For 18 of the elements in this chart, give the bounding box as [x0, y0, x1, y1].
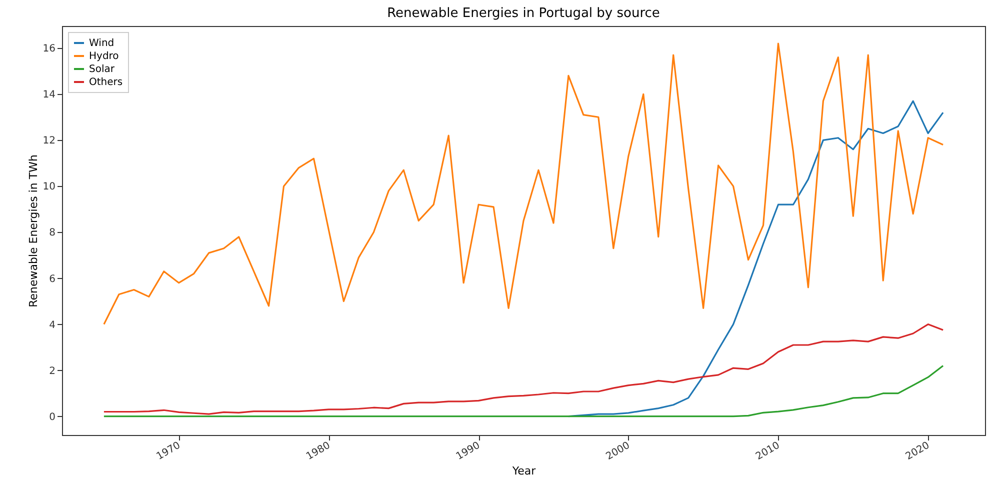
line-series: [103, 323, 944, 415]
legend-label: Wind: [89, 38, 114, 49]
y-tick-label: 2: [49, 366, 56, 377]
legend-label: Hydro: [89, 51, 119, 62]
legend-label: Others: [89, 77, 123, 88]
y-tick-label: 0: [49, 412, 56, 423]
y-tick-label: 10: [42, 182, 56, 193]
chart-title: Renewable Energies in Portugal by source: [387, 6, 660, 21]
y-tick-label: 14: [42, 90, 56, 101]
y-tick-label: 6: [49, 274, 56, 285]
x-axis-title: Year: [511, 464, 536, 478]
legend-label: Solar: [89, 64, 116, 75]
y-tick-label: 8: [49, 228, 56, 239]
line-series: [103, 364, 944, 418]
y-axis-title: Renewable Energies in TWh: [26, 154, 40, 308]
y-tick-label: 12: [42, 136, 56, 147]
y-tick-label: 4: [49, 320, 56, 331]
y-tick-label: 16: [42, 44, 56, 55]
